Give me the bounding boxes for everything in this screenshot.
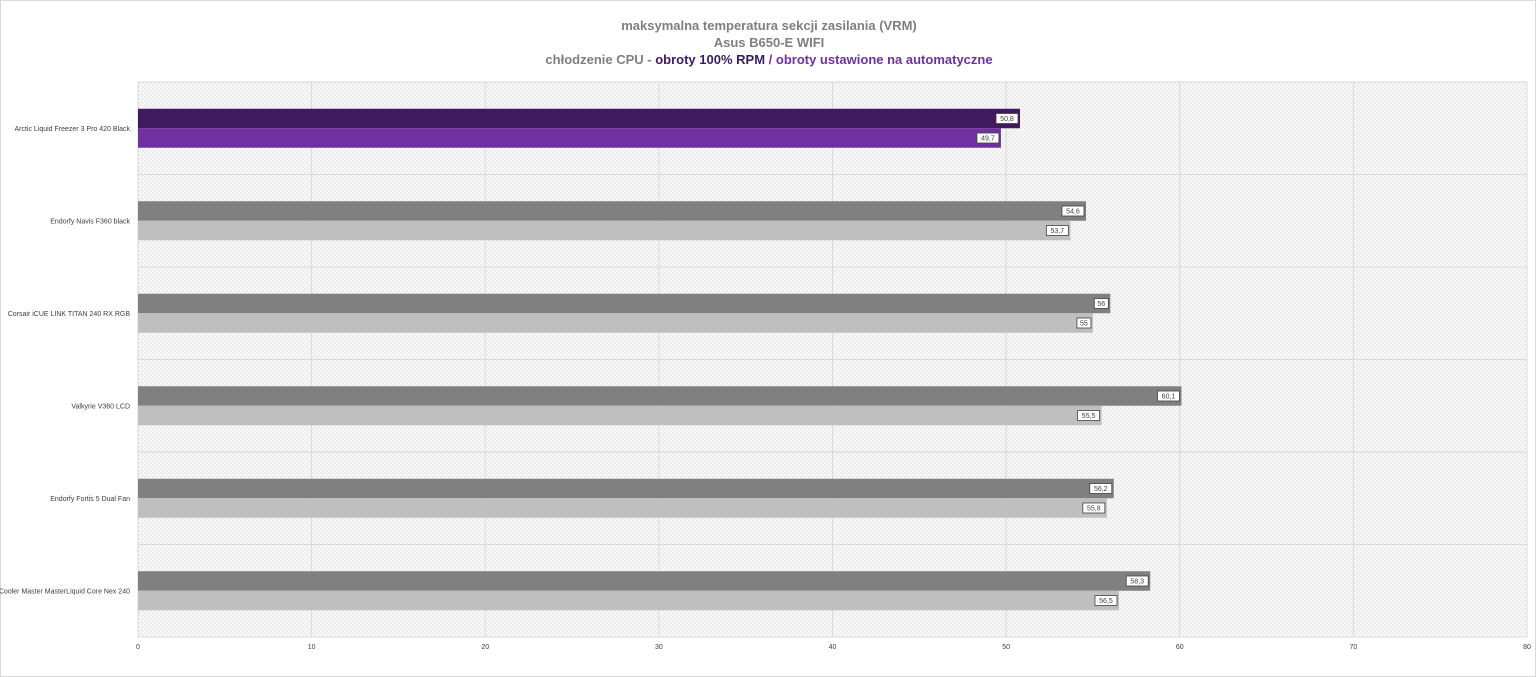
title-line-3: chłodzenie CPU - obroty 100% RPM / obrot… [1, 51, 1536, 68]
data-label-box-0-series-2 [976, 132, 1000, 144]
x-tick-label-0: 0 [136, 644, 140, 651]
data-label-5-series-1: 58,3 [1130, 579, 1144, 586]
data-label-0-series-2: 49,7 [981, 136, 995, 143]
title-line-1: maksymalna temperatura sekcji zasilania … [621, 18, 917, 33]
bar-2-series-2 [138, 313, 1093, 333]
bar-3-series-1 [138, 386, 1182, 406]
data-label-3-series-2: 55,5 [1082, 413, 1096, 420]
bar-5-series-1 [138, 571, 1151, 591]
data-label-box-0-series-1 [995, 113, 1019, 124]
x-tick-label-1: 10 [308, 644, 316, 651]
x-tick-label-6: 60 [1176, 644, 1184, 651]
bar-4-series-1 [138, 478, 1114, 499]
bar-4-series-2 [138, 498, 1107, 518]
data-label-5-series-2: 56,5 [1099, 598, 1113, 605]
x-tick-label-8: 80 [1523, 644, 1531, 651]
title-prefix: chłodzenie CPU - [545, 52, 656, 67]
category-label-4: Endorfy Fortis 5 Dual Fan [50, 496, 130, 503]
grid-lines [137, 81, 1528, 638]
x-tick-label-2: 20 [481, 644, 489, 651]
data-label-box-3-series-1 [1157, 390, 1180, 402]
bar-5-series-2 [138, 590, 1119, 611]
data-label-2-series-2: 55 [1080, 321, 1088, 328]
category-labels: Arctic Liquid Freezer 3 Pro 420 Black End… [0, 126, 130, 596]
category-label-0: Arctic Liquid Freezer 3 Pro 420 Black [14, 126, 130, 133]
x-tick-label-3: 30 [655, 644, 663, 651]
data-label-box-4-series-2 [1082, 502, 1106, 514]
data-label-box-5-series-1 [1125, 575, 1149, 587]
x-tick-label-5: 50 [1002, 644, 1010, 651]
data-label-box-2-series-1 [1093, 298, 1109, 309]
category-label-1: Endorfy Navis F360 black [50, 218, 130, 225]
data-label-box-1-series-2 [1045, 225, 1069, 236]
bars: 50,8 49,7 54,6 53,7 56 55 60,1 55,5 56,2 55,8 58,3… [138, 108, 1182, 611]
bar-0-series-1 [138, 108, 1021, 129]
bar-0-series-2 [138, 128, 1001, 148]
data-label-box-3-series-2 [1077, 410, 1101, 421]
data-label-box-1-series-1 [1061, 205, 1085, 217]
data-label-1-series-2: 53,7 [1051, 228, 1065, 235]
category-label-3: Valkyrie V360 LCD [71, 403, 130, 410]
title-line-2: Asus B650-E WIFI [713, 35, 825, 50]
title-series-2: obroty ustawione na automatyczne [775, 52, 993, 67]
category-label-5: Cooler Master MasterLiquid Core Nex 240 [0, 588, 130, 595]
bar-1-series-1 [138, 201, 1086, 221]
data-label-4-series-2: 55,8 [1087, 506, 1101, 513]
data-label-4-series-1: 56,2 [1094, 486, 1108, 493]
data-label-2-series-1: 56 [1097, 301, 1105, 308]
data-label-box-4-series-1 [1089, 483, 1113, 494]
title-series-1: obroty 100% RPM [655, 52, 766, 67]
bar-2-series-1 [138, 293, 1111, 314]
data-label-box-2-series-2 [1076, 317, 1092, 329]
bar-3-series-2 [138, 405, 1102, 426]
data-label-1-series-1: 54,6 [1066, 209, 1080, 216]
x-tick-label-7: 70 [1349, 644, 1357, 651]
chart-title: maksymalna temperatura sekcji zasilania … [1, 17, 1536, 68]
x-tick-label-4: 40 [829, 644, 837, 651]
title-separator: / [765, 52, 776, 67]
x-axis-ticks: 0 10 20 30 40 50 60 70 80 [136, 644, 1531, 651]
data-label-box-5-series-2 [1094, 595, 1118, 606]
data-label-3-series-1: 60,1 [1162, 394, 1176, 401]
data-label-0-series-1: 50,8 [1000, 116, 1014, 123]
bar-1-series-2 [138, 220, 1071, 241]
category-label-2: Corsair iCUE LINK TITAN 240 RX RGB [8, 311, 131, 318]
